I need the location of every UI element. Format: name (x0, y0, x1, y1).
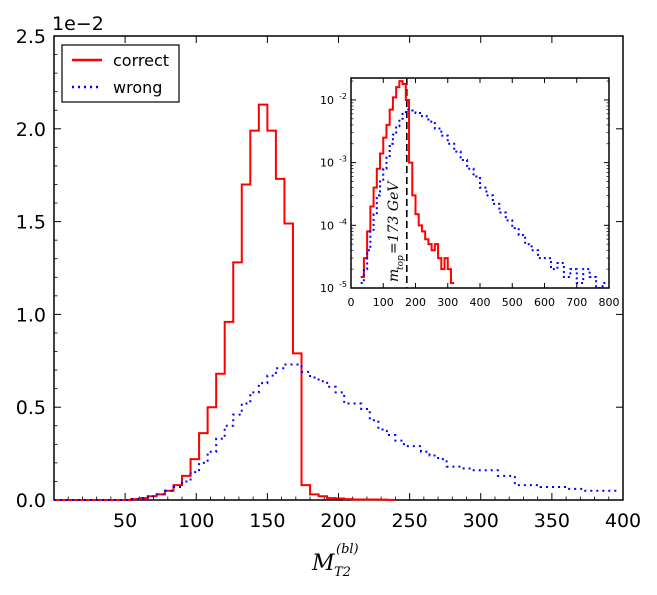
inset-series-wrong (360, 108, 606, 288)
inset-y-tick-label: 10 (320, 219, 334, 232)
x-axis-label-sub: T2 (334, 565, 351, 580)
series-wrong (54, 363, 618, 501)
x-tick-label: 200 (320, 510, 356, 532)
inset-x-tick-label: 100 (373, 296, 394, 309)
inset-x-tick-label: 600 (534, 296, 555, 309)
x-tick-label: 300 (463, 510, 499, 532)
inset-y-tick-exponent: -4 (339, 217, 347, 226)
annotation-sub: top (396, 255, 406, 270)
inset-y-tick-label: 10 (320, 282, 334, 295)
main-series (54, 103, 618, 501)
inset-x-tick-label: 800 (599, 296, 620, 309)
y-offset-label: 1e−2 (52, 13, 104, 35)
legend-box (61, 44, 180, 103)
x-tick-label: 400 (605, 510, 641, 532)
inset-y-tick-exponent: -5 (339, 280, 347, 289)
inset-plot-frame (350, 77, 610, 289)
inset-y-tick-label: 10 (320, 94, 334, 107)
y-tick-label: 0.5 (16, 397, 46, 419)
annotation-m: m (386, 269, 402, 282)
x-tick-label: 250 (391, 510, 427, 532)
inset-x-tick-label: 200 (405, 296, 426, 309)
x-tick-label: 150 (249, 510, 285, 532)
inset-annotation: m top =173 GeV (386, 180, 406, 282)
main-ticks: 50 100 150 200 250 300 350 4000.00.51.01.52.02.… (16, 26, 641, 532)
x-axis-label: M T2 (bl) (311, 542, 359, 580)
y-tick-label: 1.0 (16, 304, 46, 326)
x-axis-label-main: M (311, 551, 335, 576)
legend-label-correct: correct (113, 51, 169, 70)
series-correct (54, 103, 396, 501)
y-tick-label: 2.5 (16, 26, 46, 48)
y-tick-label: 2.0 (16, 119, 46, 141)
inset-x-tick-label: 500 (502, 296, 523, 309)
inset-y-tick-exponent: -2 (339, 92, 347, 101)
inset-x-tick-label: 400 (470, 296, 491, 309)
legend-label-wrong: wrong (113, 78, 162, 97)
x-tick-label: 50 (113, 510, 137, 532)
y-tick-label: 1.5 (16, 212, 46, 234)
annotation-rest: =173 GeV (386, 180, 402, 254)
x-tick-label: 100 (178, 510, 214, 532)
inset-series-correct (360, 80, 455, 285)
inset-y-tick-label: 10 (320, 157, 334, 170)
inset-y-tick-exponent: -3 (339, 155, 347, 164)
x-tick-label: 350 (534, 510, 570, 532)
inset-x-tick-label: 0 (348, 296, 355, 309)
x-axis-label-sup: (bl) (336, 542, 359, 557)
inset-x-tick-label: 700 (566, 296, 587, 309)
y-tick-label: 0.0 (16, 490, 46, 512)
inset-x-tick-label: 300 (437, 296, 458, 309)
inset-series (360, 78, 606, 288)
legend: correct wrong (61, 44, 180, 103)
